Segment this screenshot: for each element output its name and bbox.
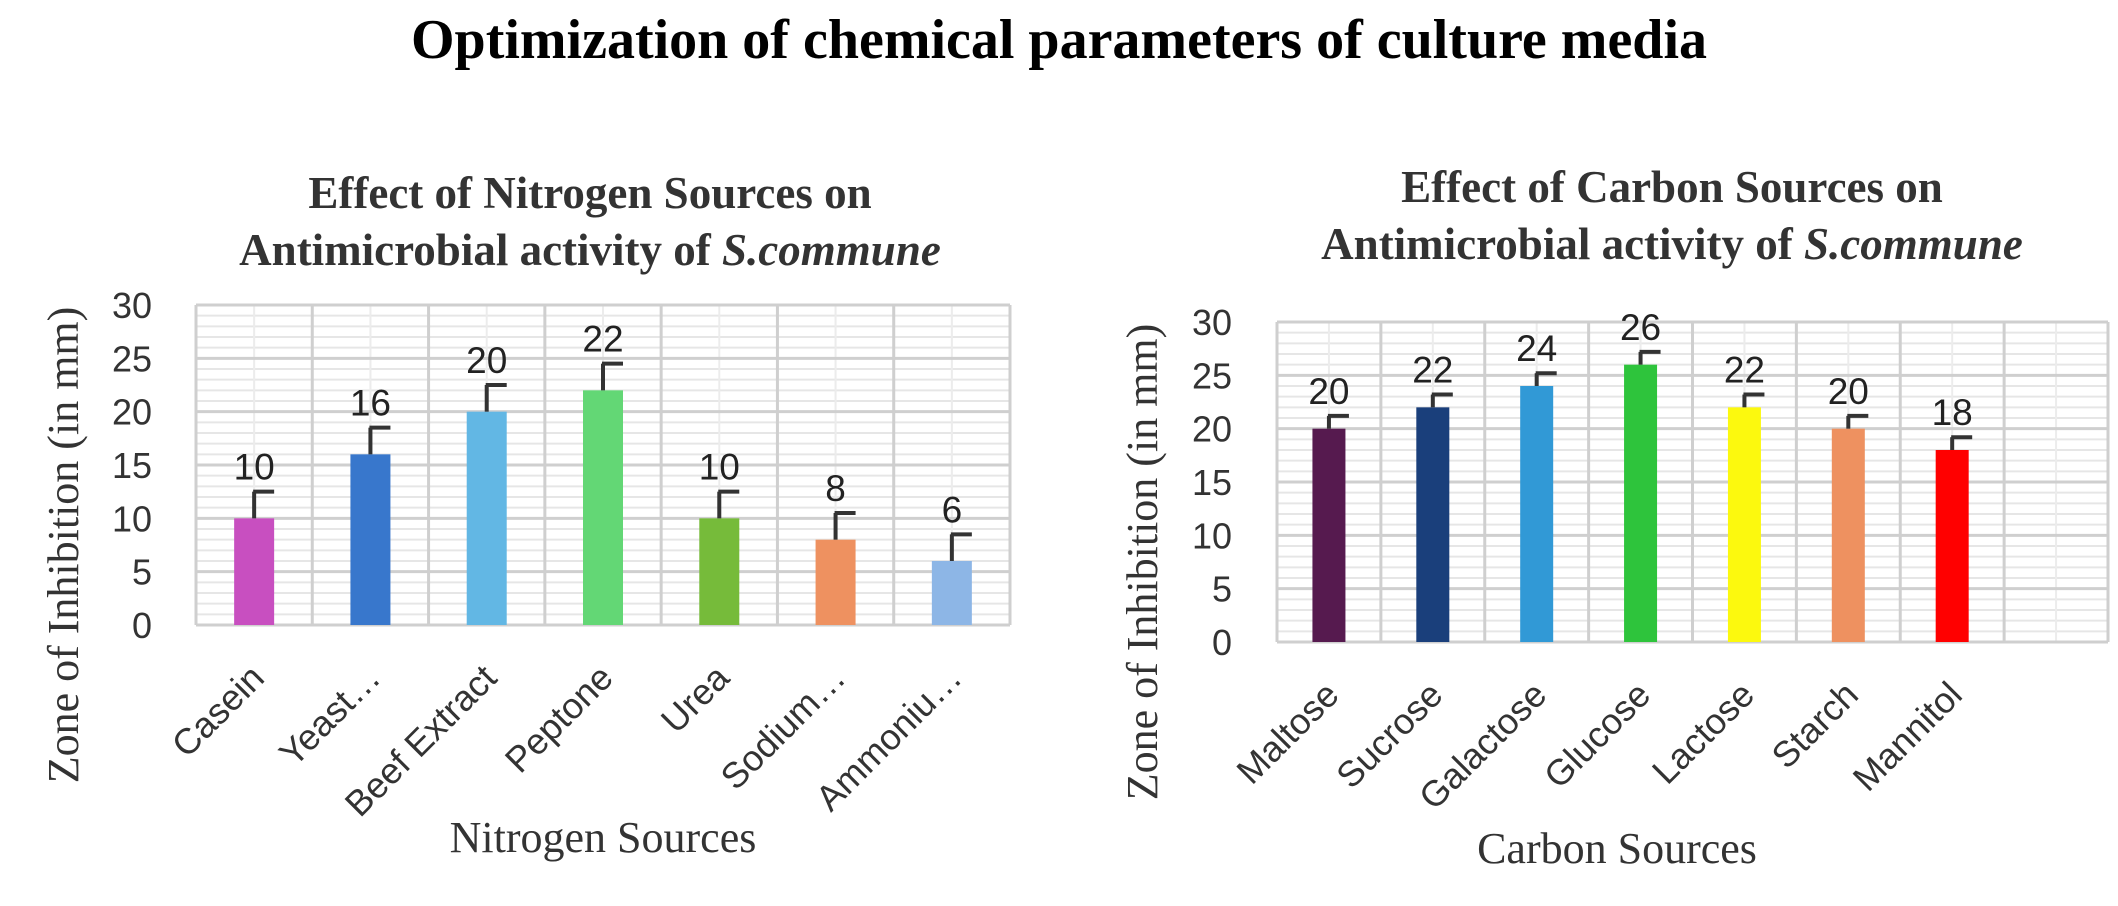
y-tick-label: 10 <box>112 498 152 539</box>
x-category-label: Urea <box>653 656 738 741</box>
y-tick-label: 25 <box>1192 355 1232 396</box>
data-label: 10 <box>234 447 275 488</box>
data-label: 20 <box>466 340 507 381</box>
chart-title-line2: Antimicrobial activity of S.commune <box>1321 219 2023 269</box>
x-category-label: Casein <box>164 657 272 765</box>
bar-casein <box>234 518 275 625</box>
data-label: 22 <box>1412 350 1453 391</box>
y-tick-label: 20 <box>112 392 152 433</box>
chart-title-species: S.commune <box>1804 219 2023 269</box>
data-label: 16 <box>350 383 391 424</box>
bar-starch <box>1831 428 1865 642</box>
bar-urea <box>699 518 740 625</box>
bar-sucrose <box>1416 407 1450 642</box>
bar-ammoniu <box>931 561 972 625</box>
data-label: 18 <box>1932 392 1973 433</box>
bar-glucose <box>1624 364 1658 642</box>
x-axis-label: Nitrogen Sources <box>450 813 757 862</box>
chart-title-prefix: Antimicrobial activity of <box>1321 219 1804 269</box>
y-tick-label: 0 <box>132 605 152 646</box>
bar-lactose <box>1727 407 1761 642</box>
y-tick-label: 20 <box>1192 409 1232 450</box>
x-axis-label: Carbon Sources <box>1477 824 1757 873</box>
y-tick-label: 10 <box>1192 515 1232 556</box>
y-tick-label: 5 <box>1212 569 1232 610</box>
y-tick-label: 25 <box>112 338 152 379</box>
bar-sodium <box>815 539 856 625</box>
page-title: Optimization of chemical parameters of c… <box>410 9 1707 71</box>
carbon-chart-panel: Effect of Carbon Sources on Antimicrobial… <box>1118 162 2110 873</box>
bar-galactose <box>1520 386 1554 642</box>
data-label: 20 <box>1308 371 1349 412</box>
y-tick-label: 15 <box>1192 462 1232 503</box>
chart-title-line1: Effect of Carbon Sources on <box>1401 162 1943 212</box>
x-category-label: Maltose <box>1228 674 1346 792</box>
data-label: 20 <box>1828 371 1869 412</box>
y-tick-label: 30 <box>112 285 152 326</box>
y-axis-label: Zone of Inhibition (in mm) <box>1118 324 1167 801</box>
x-category-label: Yeast… <box>271 657 388 774</box>
chart-title-line1: Effect of Nitrogen Sources on <box>308 168 871 218</box>
data-label: 8 <box>825 468 846 509</box>
y-axis-label: Zone of Inhibition (in mm) <box>39 307 88 784</box>
x-category-label: Glucose <box>1536 674 1658 796</box>
chart-title-species: S.commune <box>722 225 941 275</box>
x-category-label: Peptone <box>497 657 621 781</box>
bar-yeast <box>350 454 391 625</box>
x-category-label: Lactose <box>1644 674 1762 792</box>
x-category-label: Mannitol <box>1845 674 1970 799</box>
y-tick-label: 30 <box>1192 302 1232 343</box>
bar-beefextract <box>466 411 507 625</box>
data-label: 24 <box>1516 328 1557 369</box>
data-label: 22 <box>582 319 623 360</box>
data-label: 6 <box>942 489 963 530</box>
y-tick-label: 5 <box>132 552 152 593</box>
bar-mannitol <box>1935 450 1969 642</box>
nitrogen-chart-panel: Effect of Nitrogen Sources on Antimicrobi… <box>39 168 1012 862</box>
x-category-label: Starch <box>1763 674 1866 777</box>
y-tick-label: 15 <box>112 445 152 486</box>
chart-title-prefix: Antimicrobial activity of <box>239 225 722 275</box>
bar-peptone <box>583 390 623 625</box>
data-label: 10 <box>699 447 740 488</box>
data-label: 22 <box>1724 350 1765 391</box>
bar-maltose <box>1312 428 1346 642</box>
y-tick-label: 0 <box>1212 622 1232 663</box>
chart-title-line2: Antimicrobial activity of S.commune <box>239 225 941 275</box>
data-label: 26 <box>1620 307 1661 348</box>
